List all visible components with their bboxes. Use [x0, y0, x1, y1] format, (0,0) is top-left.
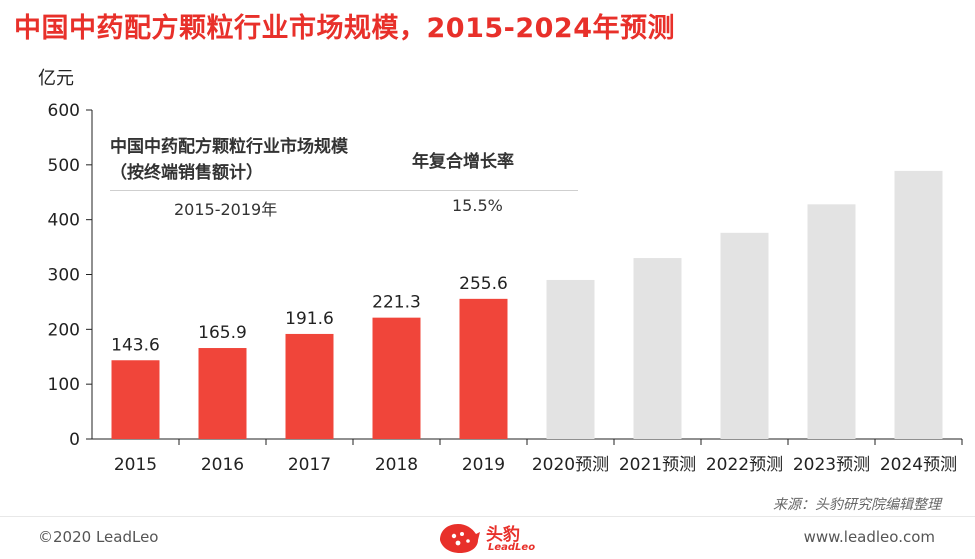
x-tick-label: 2015 — [114, 455, 157, 475]
bar — [285, 333, 334, 439]
y-axis-unit-label: 亿元 — [38, 68, 74, 89]
cagr-rate: 15.5% — [452, 196, 503, 215]
data-label: 255.6 — [459, 274, 508, 294]
bar — [372, 317, 421, 439]
x-tick-label: 2024预测 — [880, 455, 957, 475]
x-tick-label: 2018 — [375, 455, 418, 475]
data-label: 143.6 — [111, 335, 160, 355]
bar-chart: 0 100 200 300 400 500 600 2015 143.6 2016 165.9 201… — [48, 101, 963, 475]
x-tick-label: 2016 — [201, 455, 244, 475]
logo-text: 头豹 — [486, 525, 520, 545]
bar — [111, 360, 160, 439]
bar — [807, 204, 856, 439]
y-tick-label: 0 — [69, 430, 80, 450]
data-label: 165.9 — [198, 323, 247, 343]
cagr-header-metric: 中国中药配方颗粒行业市场规模（按终端销售额计） — [110, 137, 348, 183]
leopard-logo-icon — [440, 524, 480, 553]
cagr-divider — [110, 190, 578, 191]
copyright-text: ©2020 LeadLeo — [38, 528, 159, 546]
data-label: 221.3 — [372, 293, 421, 313]
bar — [894, 170, 943, 440]
bar — [633, 258, 682, 439]
website-link[interactable]: www.leadleo.com — [803, 528, 935, 546]
y-tick-label: 500 — [48, 156, 80, 176]
source-note: 来源：头豹研究院编辑整理 — [773, 497, 941, 513]
leadleo-logo: 头豹 LeadLeo — [436, 519, 540, 557]
cagr-header-rate: 年复合增长率 — [412, 152, 514, 172]
data-label: 191.6 — [285, 309, 334, 329]
y-tick-label: 300 — [48, 266, 80, 286]
y-tick-label: 100 — [48, 375, 80, 395]
x-tick-label: 2021预测 — [619, 455, 696, 475]
x-tick-label: 2023预测 — [793, 455, 870, 475]
y-tick-label: 400 — [48, 211, 80, 231]
cagr-period: 2015-2019年 — [174, 200, 278, 219]
chart-title: 中国中药配方颗粒行业市场规模，2015-2024年预测 — [14, 13, 675, 44]
footer-divider — [0, 516, 975, 517]
x-tick-label: 2020预测 — [532, 455, 609, 475]
y-tick-label: 200 — [48, 320, 80, 340]
x-tick-label: 2022预测 — [706, 455, 783, 475]
y-tick-label: 600 — [48, 101, 80, 121]
x-tick-label: 2017 — [288, 455, 331, 475]
bar — [198, 348, 247, 439]
bar — [459, 298, 508, 439]
bar — [546, 279, 595, 439]
cagr-table: 中国中药配方颗粒行业市场规模（按终端销售额计） 年复合增长率 2015-2019… — [100, 132, 580, 232]
logo-subtext: LeadLeo — [488, 542, 536, 553]
bar — [720, 232, 769, 439]
x-tick-label: 2019 — [462, 455, 505, 475]
